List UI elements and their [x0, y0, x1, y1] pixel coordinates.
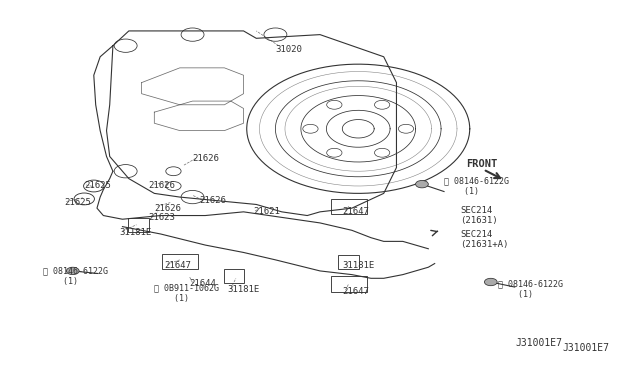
Text: FRONT: FRONT — [467, 159, 498, 169]
Text: 21626: 21626 — [148, 182, 175, 190]
Text: 21623: 21623 — [148, 213, 175, 222]
Text: 21621: 21621 — [253, 207, 280, 217]
Text: Ⓝ 0B911-1062G
    (1): Ⓝ 0B911-1062G (1) — [154, 283, 220, 303]
Text: 21647: 21647 — [342, 207, 369, 217]
Text: 31181E: 31181E — [228, 285, 260, 294]
Text: SEC214
(21631+A): SEC214 (21631+A) — [460, 230, 509, 249]
Text: Ⓑ 08146-6122G
    (1): Ⓑ 08146-6122G (1) — [43, 267, 108, 286]
Text: J31001E7: J31001E7 — [515, 339, 562, 349]
Text: J31001E7: J31001E7 — [562, 343, 609, 353]
Text: 21626: 21626 — [154, 203, 181, 213]
Text: 21647: 21647 — [342, 287, 369, 296]
Text: 31181E: 31181E — [119, 228, 152, 237]
Text: 31181E: 31181E — [342, 261, 374, 270]
Text: 21626: 21626 — [193, 154, 220, 163]
Circle shape — [67, 267, 79, 275]
Text: Ⓑ 08146-6122G
    (1): Ⓑ 08146-6122G (1) — [444, 176, 509, 196]
Circle shape — [484, 278, 497, 286]
Text: SEC214
(21631): SEC214 (21631) — [460, 206, 498, 225]
Text: 21626: 21626 — [199, 196, 226, 205]
Text: 21647: 21647 — [164, 261, 191, 270]
Text: 21625: 21625 — [84, 182, 111, 190]
Text: 21625: 21625 — [64, 198, 91, 207]
Text: 21644: 21644 — [189, 279, 216, 288]
Text: Ⓑ 08146-6122G
    (1): Ⓑ 08146-6122G (1) — [499, 280, 563, 299]
Circle shape — [415, 180, 428, 188]
Text: 31020: 31020 — [275, 45, 302, 54]
